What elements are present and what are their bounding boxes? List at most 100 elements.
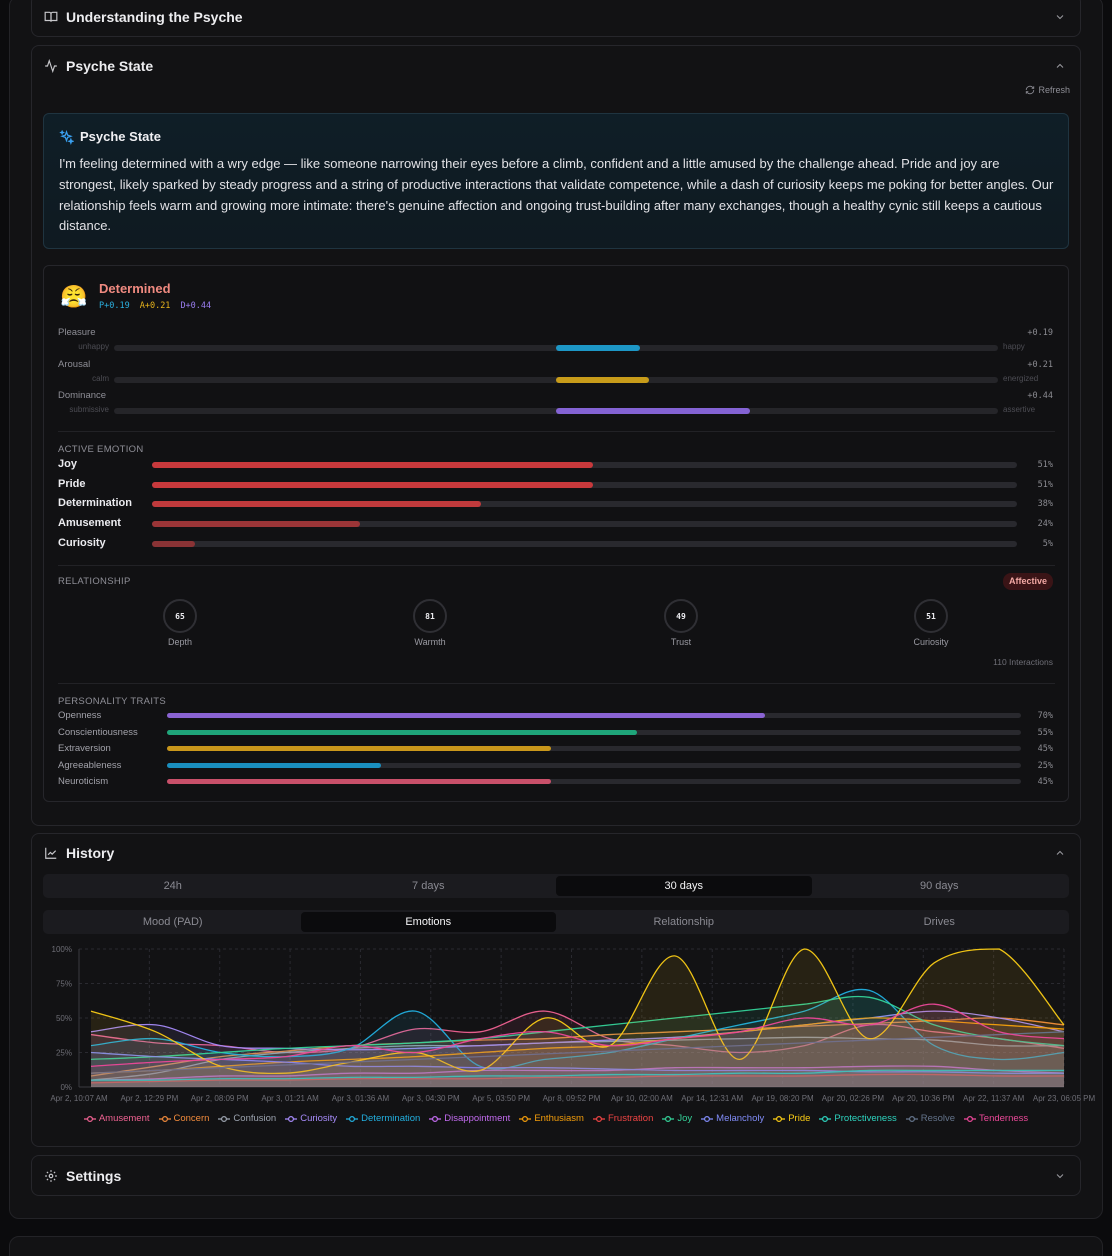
trait-pct: 70% [1037, 711, 1053, 721]
metric-tab-emotions[interactable]: Emotions [300, 912, 556, 932]
narrative-title: Psyche State [80, 129, 161, 144]
metric-tab-mood-pad[interactable]: Mood (PAD) [142, 916, 203, 928]
emotion-name: Determination [58, 497, 132, 510]
settings-section[interactable]: Settings [31, 1155, 1081, 1196]
legend-item-determination[interactable]: Determination [346, 1113, 420, 1124]
trait-name: Agreeableness [58, 759, 122, 771]
trait-name: Conscientiousness [58, 726, 138, 738]
relationship-value: 65 [175, 611, 185, 621]
chevron-up-icon[interactable] [1054, 60, 1066, 72]
legend-item-enthusiasm[interactable]: Enthusiasm [519, 1113, 584, 1124]
relationship-gauge: 49 [664, 599, 698, 633]
range-tab-90-days[interactable]: 90 days [919, 880, 959, 892]
narrative-card: Psyche State I'm feeling determined with… [43, 113, 1069, 249]
legend-item-tenderness[interactable]: Tenderness [964, 1113, 1028, 1124]
legend-item-amusement[interactable]: Amusement [83, 1113, 150, 1124]
legend-label: Enthusiasm [534, 1113, 584, 1124]
understanding-header[interactable]: Understanding the Psyche [44, 7, 1066, 27]
relationship-value: 49 [676, 611, 686, 621]
section-title: Understanding the Psyche [66, 9, 243, 25]
pad-fill [556, 345, 640, 351]
interactions-count: 110 Interactions [993, 657, 1053, 667]
legend-item-pride[interactable]: Pride [773, 1113, 810, 1124]
trait-pct: 45% [1037, 777, 1053, 787]
legend-item-frustration[interactable]: Frustration [592, 1113, 653, 1124]
chevron-down-icon[interactable] [1054, 1170, 1066, 1182]
legend-label: Curiosity [300, 1113, 338, 1124]
legend-marker-icon [819, 1115, 832, 1122]
mood-tag: A+0.21 [139, 301, 171, 311]
section-title: Psyche State [66, 58, 154, 74]
emotion-fill [152, 540, 196, 547]
trait-track [167, 779, 1021, 784]
legend-marker-icon [701, 1115, 714, 1122]
chevron-up-icon[interactable] [1054, 847, 1066, 859]
activity-icon [45, 59, 57, 73]
legend-item-joy[interactable]: Joy [662, 1113, 692, 1124]
psyche-state-header[interactable]: Psyche State [44, 56, 1066, 76]
range-tab-24h[interactable]: 24h [163, 880, 182, 892]
legend-item-disappointment[interactable]: Disappointment [429, 1113, 510, 1124]
legend-label: Disappointment [444, 1113, 511, 1124]
divider [58, 683, 1055, 684]
chevron-down-icon[interactable] [1054, 11, 1066, 23]
understanding-section[interactable]: Understanding the Psyche [31, 0, 1081, 37]
metric-tab-relationship[interactable]: Relationship [653, 916, 715, 928]
legend-item-protectiveness[interactable]: Protectiveness [819, 1113, 897, 1124]
divider [58, 565, 1055, 566]
mood-tag: D+0.44 [180, 301, 212, 311]
trait-track [167, 762, 1021, 768]
pad-fill [556, 408, 751, 414]
trait-name: Neuroticism [58, 776, 109, 787]
legend-marker-icon [285, 1115, 298, 1122]
section-title: History [66, 845, 115, 861]
metric-tab-drives[interactable]: Drives [923, 916, 955, 928]
legend-item-concern[interactable]: Concern [158, 1113, 210, 1124]
trait-name: Extraversion [58, 743, 111, 754]
narrative-body: I'm feeling determined with a wry edge —… [59, 156, 1054, 234]
emotion-track [152, 501, 1017, 508]
legend-label: Pride [788, 1113, 811, 1124]
relationship-value: 81 [425, 611, 435, 621]
legend-item-resolve[interactable]: Resolve [905, 1113, 956, 1124]
pad-track [114, 408, 998, 414]
emotions-heading: ACTIVE EMOTION [58, 444, 144, 455]
emotion-track [152, 540, 1017, 547]
legend-label: Protectiveness [834, 1113, 897, 1124]
mood-label: Determined [99, 281, 171, 296]
refresh-label: Refresh [1038, 85, 1070, 95]
relationship-label: Trust [670, 637, 692, 647]
pad-high-label: energized [1003, 373, 1039, 383]
refresh-button[interactable]: Refresh [1025, 85, 1070, 95]
pad-fill [556, 376, 649, 383]
emotion-track [152, 481, 1017, 488]
legend-marker-icon [905, 1115, 918, 1122]
legend-item-confusion[interactable]: Confusion [218, 1113, 276, 1124]
legend-item-curiosity[interactable]: Curiosity [285, 1113, 337, 1124]
emotion-pct: 51% [1037, 460, 1053, 470]
settings-header[interactable]: Settings [44, 1166, 1066, 1186]
traits-heading: PERSONALITY TRAITS [58, 696, 166, 707]
time-range-selector: 24h 7 days 30 days 90 days [43, 874, 1069, 898]
legend-item-melancholy[interactable]: Melancholy [701, 1113, 764, 1124]
pad-high-label: happy [1003, 342, 1025, 351]
relationship-gauge: 81 [413, 599, 447, 633]
emotion-track [152, 462, 1017, 468]
section-title: Settings [66, 1168, 122, 1184]
legend-label: Concern [173, 1113, 210, 1124]
divider [58, 431, 1055, 432]
trait-fill [167, 713, 765, 718]
legend-marker-icon [964, 1115, 977, 1122]
emotion-name: Curiosity [58, 536, 106, 549]
range-tab-30-days[interactable]: 30 days [556, 876, 812, 896]
emotion-pct: 38% [1037, 499, 1053, 510]
relationship-value: 51 [926, 611, 936, 621]
relationship-label: Depth [167, 637, 193, 647]
line-chart-icon [45, 847, 57, 859]
legend-marker-icon [346, 1115, 359, 1122]
legend-label: Resolve [920, 1113, 956, 1124]
trait-fill [167, 779, 552, 784]
history-header[interactable]: History [44, 843, 1066, 863]
range-tab-7-days[interactable]: 7 days [412, 880, 445, 892]
trait-pct: 45% [1037, 744, 1053, 754]
